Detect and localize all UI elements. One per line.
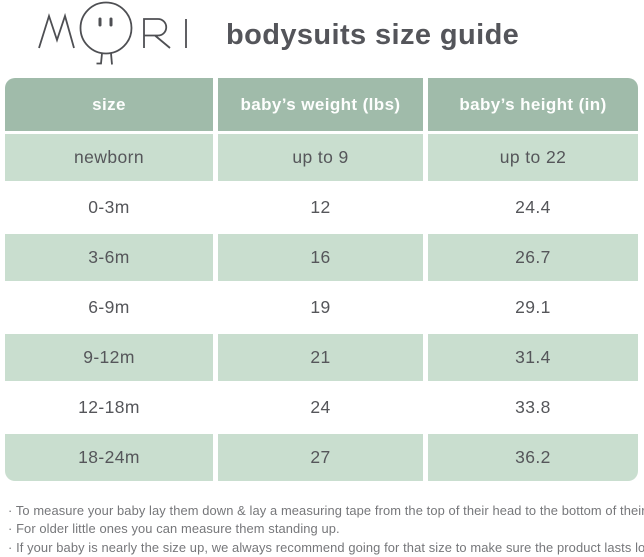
table-cell: 27 [218,434,423,481]
logo-letter-r [143,18,171,49]
table-cell: 36.2 [428,434,638,481]
table-cell: 24.4 [428,184,638,231]
table-cell: 19 [218,284,423,331]
logo-leg-right [110,53,113,65]
table-cell: 9-12m [5,334,213,381]
table-cell: 18-24m [5,434,213,481]
table-cell: 6-9m [5,284,213,331]
table-cell: 26.7 [428,234,638,281]
table-cell: up to 9 [218,134,423,181]
table-cell: 3-6m [5,234,213,281]
page-title: bodysuits size guide [226,19,520,51]
table-cell: 12 [218,184,423,231]
note-line: · If your baby is nearly the size up, we… [8,539,644,555]
mori-logo [38,1,187,65]
table-cell: 29.1 [428,284,638,331]
logo-letter-m [38,12,75,49]
note-line: · For older little ones you can measure … [8,521,340,537]
table-cell: newborn [5,134,213,181]
table-cell: 24 [218,384,423,431]
table-header-cell: size [5,78,213,131]
table-cell: up to 22 [428,134,638,181]
logo-character-head [79,1,133,55]
table-cell: 33.8 [428,384,638,431]
notes: · To measure your baby lay them down & l… [8,502,644,557]
table-header-cell: baby’s weight (lbs) [218,78,423,131]
table-cell: 31.4 [428,334,638,381]
table-cell: 16 [218,234,423,281]
note-line: · To measure your baby lay them down & l… [8,503,644,518]
table-header-cell: baby’s height (in) [428,78,638,131]
table-cell: 0-3m [5,184,213,231]
size-table: size baby’s weight (lbs) baby’s height (in… [5,78,638,481]
table-cell: 21 [218,334,423,381]
logo-leg-left [96,53,103,65]
table-cell: 12-18m [5,384,213,431]
